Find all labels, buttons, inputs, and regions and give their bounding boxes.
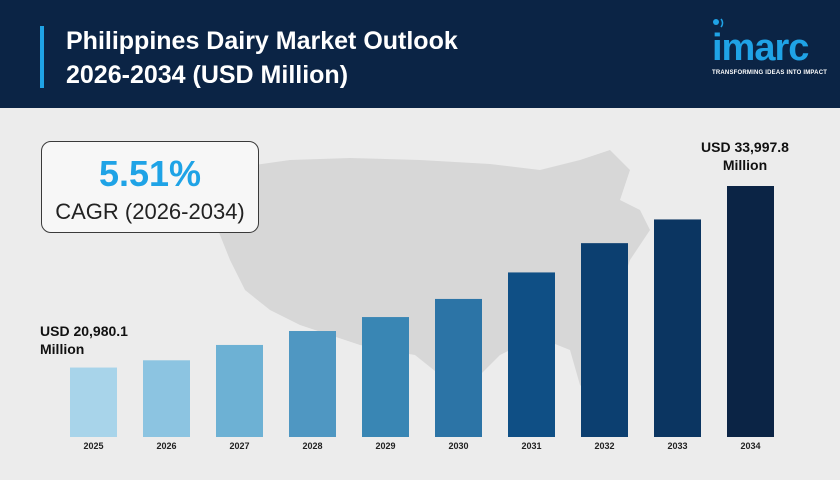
bar-2028 (289, 331, 336, 437)
logo-tagline: TRANSFORMING IDEAS INTO IMPACT (712, 70, 828, 76)
cagr-label: CAGR (2026-2034) (55, 199, 245, 224)
first-annotation-unit: Million (40, 341, 85, 357)
logo-signal-icon (713, 18, 724, 28)
x-tick-label-2030: 2030 (448, 441, 468, 451)
bar-2031 (508, 272, 555, 437)
title-line-2: 2026-2034 (USD Million) (66, 61, 349, 89)
cagr-value: 5.51% (98, 153, 202, 194)
bar-2027 (216, 344, 263, 437)
x-tick-label-2027: 2027 (229, 441, 249, 451)
last-annotation-value: USD 33,997.8 (701, 139, 789, 155)
bar-2032 (581, 243, 628, 437)
bar-2030 (435, 298, 482, 437)
bar-2026 (143, 360, 190, 437)
bar-2029 (362, 317, 409, 437)
cagr-box: 5.51% CAGR (2026-2034) (41, 141, 259, 233)
x-tick-label-2032: 2032 (594, 441, 614, 451)
x-tick-label-2031: 2031 (521, 441, 541, 451)
title-accent-bar (40, 26, 44, 88)
logo-wordmark: imarc (712, 27, 809, 69)
x-tick-label-2026: 2026 (156, 441, 176, 451)
x-tick-label-2034: 2034 (740, 441, 760, 451)
last-annotation-unit: Million (722, 157, 768, 173)
first-bar-annotation: USD 20,980.1 Million (40, 322, 150, 358)
x-tick-label-2028: 2028 (302, 441, 322, 451)
x-tick-label-2029: 2029 (375, 441, 395, 451)
x-tick-label-2033: 2033 (667, 441, 687, 451)
bar-2034 (727, 186, 774, 437)
bar-2025 (70, 367, 117, 437)
imarc-logo: imarc TRANSFORMING IDEAS INTO IMPACT (712, 18, 828, 88)
x-tick-label-2025: 2025 (83, 441, 103, 451)
bar-2033 (654, 219, 701, 437)
header-banner: Philippines Dairy Market Outlook 2026-20… (0, 0, 840, 108)
title-line-1: Philippines Dairy Market Outlook (66, 27, 458, 55)
first-annotation-value: USD 20,980.1 (40, 323, 128, 339)
last-bar-annotation: USD 33,997.8 Million (690, 138, 800, 174)
chart-title: Philippines Dairy Market Outlook 2026-20… (66, 24, 626, 92)
